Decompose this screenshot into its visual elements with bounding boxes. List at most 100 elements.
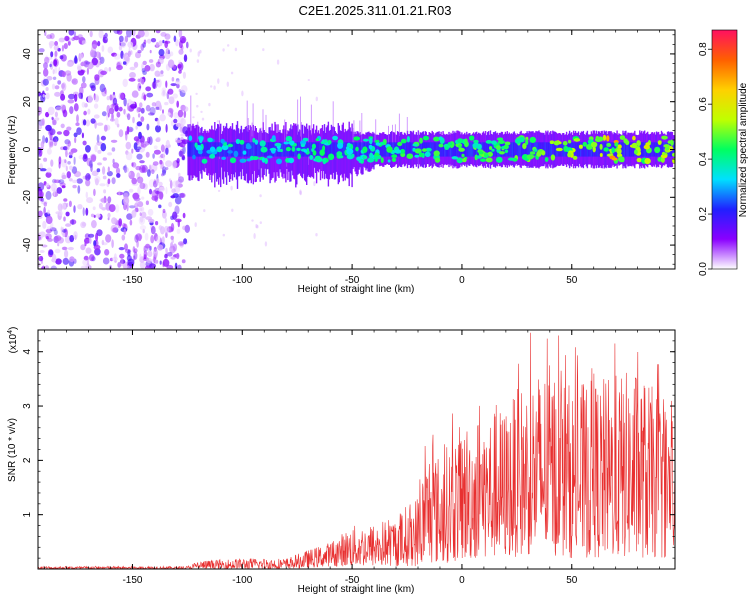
noise-speckle xyxy=(155,235,162,244)
noise-speckle xyxy=(52,69,55,75)
noise-speckle xyxy=(79,69,86,74)
noise-speckle xyxy=(102,166,106,175)
band-blob xyxy=(379,141,385,146)
noise-speckle xyxy=(95,95,99,102)
band-blob xyxy=(197,150,203,155)
noise-speckle xyxy=(113,30,120,34)
band-blob xyxy=(597,136,604,142)
band-blob xyxy=(522,143,527,150)
noise-speckle xyxy=(54,41,58,46)
faint-speckle xyxy=(299,190,302,196)
noise-speckle xyxy=(64,70,72,76)
band-core xyxy=(320,142,322,157)
noise-speckle xyxy=(81,132,84,139)
noise-speckle xyxy=(123,97,127,107)
band-core xyxy=(660,142,662,157)
noise-speckle xyxy=(160,226,165,235)
noise-speckle xyxy=(144,65,151,72)
band-blob xyxy=(221,144,229,151)
noise-speckle xyxy=(58,179,65,185)
noise-speckle xyxy=(66,61,74,67)
noise-speckle xyxy=(85,247,92,254)
noise-speckle xyxy=(115,167,121,175)
band-blob xyxy=(599,143,603,150)
noise-speckle xyxy=(137,113,141,118)
band-core xyxy=(507,142,509,157)
noise-speckle xyxy=(39,250,45,253)
noise-speckle xyxy=(76,114,79,123)
noise-speckle xyxy=(93,93,96,101)
band-blob xyxy=(209,153,216,159)
band-blob xyxy=(279,148,283,153)
band-core xyxy=(487,142,490,157)
noise-speckle xyxy=(54,235,62,242)
noise-speckle xyxy=(139,212,142,217)
noise-speckle xyxy=(64,249,69,259)
noise-speckle xyxy=(111,256,119,262)
noise-speckle xyxy=(65,165,68,172)
noise-speckle xyxy=(157,244,164,251)
noise-speckle xyxy=(91,220,97,229)
noise-speckle xyxy=(177,241,185,246)
noise-speckle xyxy=(80,82,87,89)
noise-speckle xyxy=(67,140,72,147)
noise-speckle xyxy=(73,231,78,240)
band-blob xyxy=(485,140,492,144)
noise-speckle xyxy=(77,34,83,39)
band-core xyxy=(512,142,515,157)
noise-speckle xyxy=(100,135,106,141)
noise-speckle xyxy=(75,122,80,126)
band-core xyxy=(520,142,522,157)
noise-speckle xyxy=(102,175,107,180)
band-core xyxy=(242,142,244,157)
band-blob xyxy=(285,135,293,142)
noise-speckle xyxy=(151,81,158,89)
band-streak xyxy=(197,121,199,142)
band-streak xyxy=(250,126,252,148)
noise-speckle xyxy=(164,40,169,49)
band-core xyxy=(510,142,512,157)
band-core xyxy=(643,142,645,157)
noise-speckle xyxy=(48,40,55,47)
noise-speckle xyxy=(125,56,130,62)
band-core xyxy=(652,142,654,157)
noise-speckle xyxy=(164,33,171,40)
band-core xyxy=(582,142,584,157)
noise-speckle xyxy=(108,67,112,72)
noise-speckle xyxy=(50,221,54,230)
band-blob xyxy=(619,135,626,141)
band-blob xyxy=(323,139,328,143)
band-blob xyxy=(536,151,542,157)
band-blob xyxy=(311,143,316,149)
noise-speckle xyxy=(129,205,136,209)
noise-speckle xyxy=(136,153,143,160)
noise-speckle xyxy=(60,158,68,168)
noise-speckle xyxy=(125,113,129,118)
band-core xyxy=(621,142,623,157)
band-blob xyxy=(199,136,203,143)
noise-speckle xyxy=(85,207,89,216)
colorbar: 0.0 0.2 0.4 0.6 0.8 Normalized spectral ampl… xyxy=(698,29,749,276)
noise-speckle xyxy=(133,197,141,202)
band-core xyxy=(518,142,520,157)
band-core xyxy=(456,142,458,157)
band-blob xyxy=(367,157,375,163)
noise-speckle xyxy=(175,180,180,188)
noise-speckle xyxy=(186,41,189,49)
noise-speckle xyxy=(88,233,95,238)
noise-speckle xyxy=(40,168,47,172)
spectrogram-y-tick-label: -20 xyxy=(22,190,33,205)
band-core xyxy=(236,142,238,157)
spectrogram-x-tick-label: 50 xyxy=(566,275,578,286)
noise-speckle xyxy=(107,212,111,218)
noise-speckle xyxy=(113,53,121,60)
noise-speckle xyxy=(66,202,69,208)
band-core xyxy=(208,142,210,157)
noise-speckle xyxy=(160,32,167,37)
noise-speckle xyxy=(118,92,125,100)
band-core xyxy=(548,142,550,157)
noise-speckle xyxy=(139,102,143,108)
noise-speckle xyxy=(166,91,170,100)
noise-speckle xyxy=(87,61,94,70)
